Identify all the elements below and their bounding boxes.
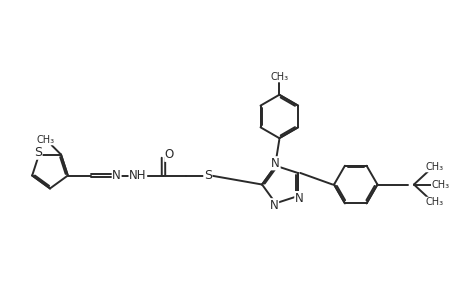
Text: NH: NH — [129, 169, 146, 182]
Text: S: S — [34, 146, 42, 159]
Text: S: S — [203, 169, 212, 182]
Text: CH₃: CH₃ — [36, 135, 54, 145]
Text: CH₃: CH₃ — [425, 197, 443, 207]
Text: CH₃: CH₃ — [431, 179, 448, 190]
Text: CH₃: CH₃ — [425, 162, 443, 172]
Text: N: N — [112, 169, 121, 182]
Text: CH₃: CH₃ — [270, 71, 288, 82]
Text: N: N — [269, 199, 278, 212]
Text: N: N — [271, 157, 280, 170]
Text: N: N — [294, 192, 303, 205]
Text: O: O — [164, 148, 174, 161]
